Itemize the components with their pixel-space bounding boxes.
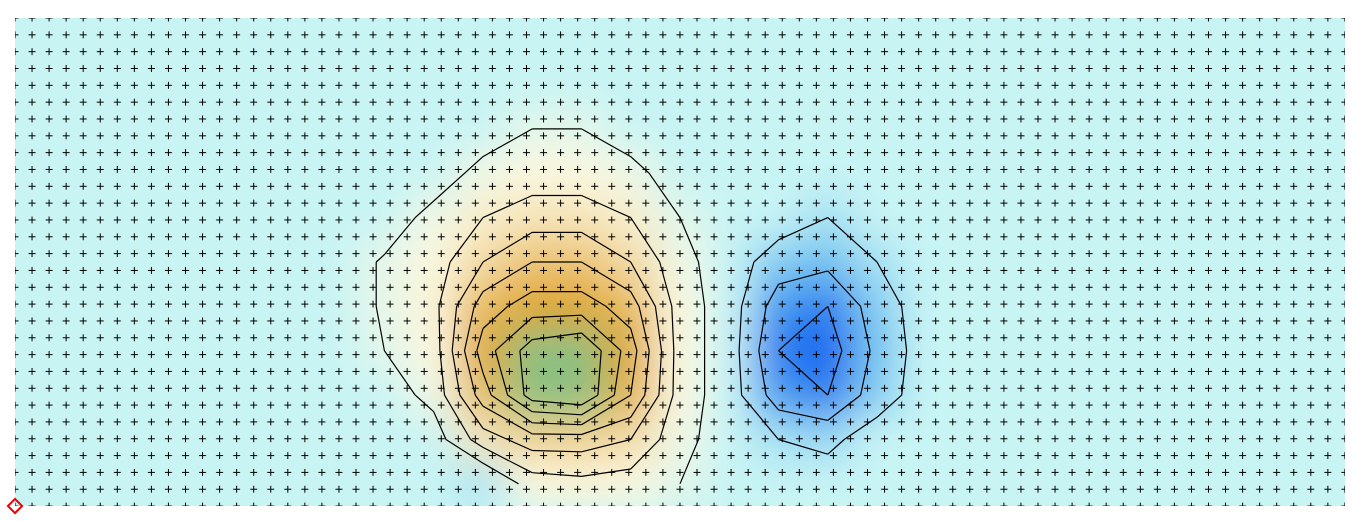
contour-line — [451, 231, 663, 453]
contour-line — [494, 314, 622, 416]
origin-marker — [6, 497, 24, 515]
contour-line — [738, 217, 908, 455]
contours — [375, 128, 908, 485]
contour-line — [758, 270, 871, 421]
contour-line — [519, 332, 602, 406]
contour-line — [375, 128, 706, 485]
contour-line — [476, 291, 638, 426]
contour-line — [463, 261, 650, 436]
contour-line — [778, 305, 843, 396]
cross-grid — [15, 18, 1345, 506]
contour-line — [438, 194, 675, 477]
